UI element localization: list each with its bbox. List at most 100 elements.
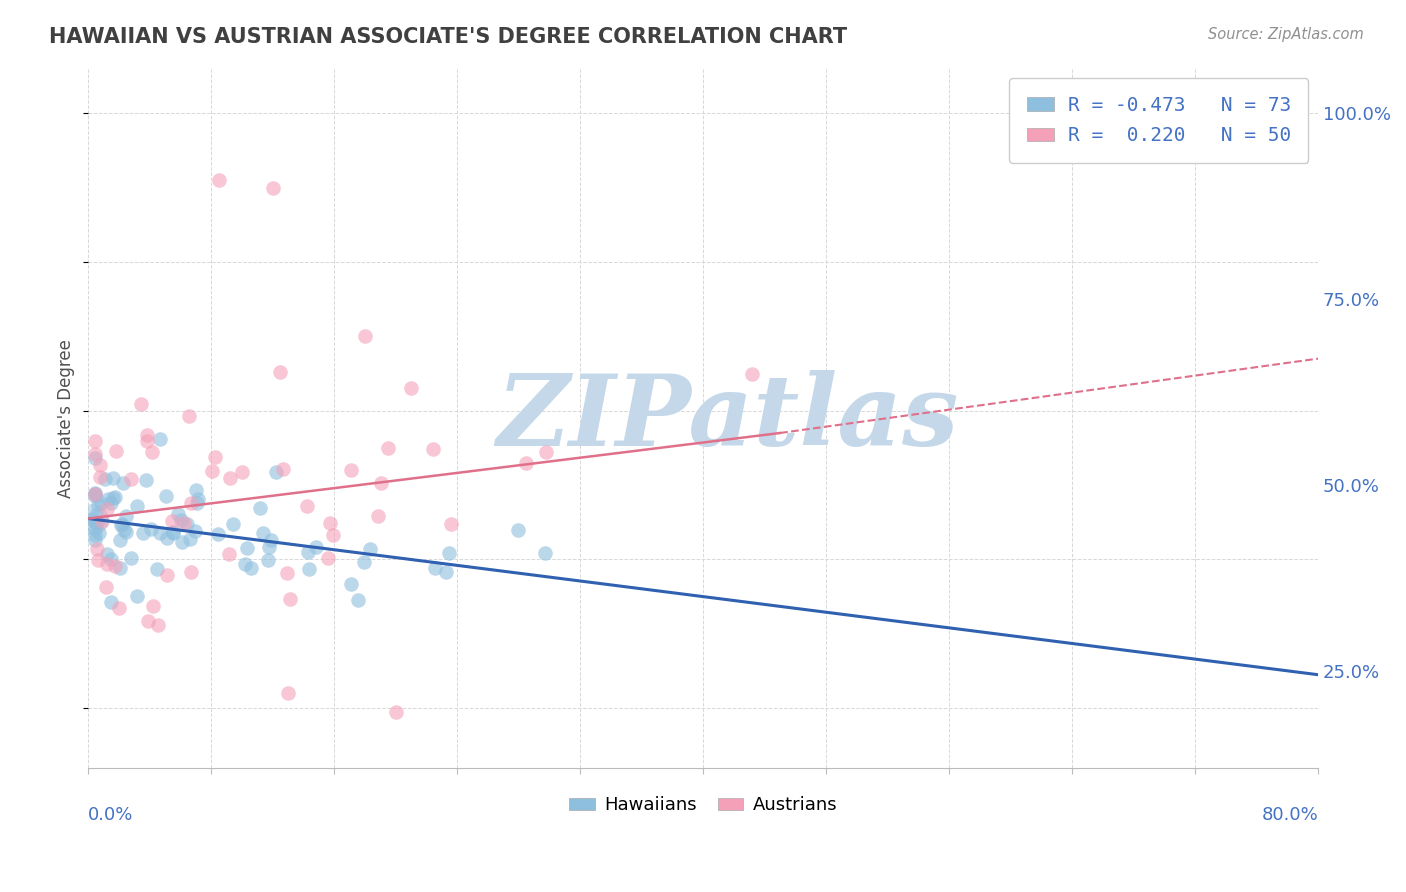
Point (278, 592, 301, 607)
Point (208, 173, 231, 187)
Point (156, 568, 179, 582)
Point (90, 515, 112, 529)
Point (111, 517, 134, 532)
Point (139, 522, 162, 536)
Point (367, 509, 389, 524)
Y-axis label: Associate's Degree: Associate's Degree (58, 339, 75, 498)
Point (125, 589, 148, 603)
Point (83, 489, 105, 503)
Point (297, 562, 319, 576)
Point (277, 686, 299, 700)
Point (180, 565, 202, 579)
Point (434, 566, 457, 580)
Point (111, 476, 134, 491)
Point (83, 447, 105, 461)
Text: 0.0%: 0.0% (89, 806, 134, 824)
Point (370, 476, 392, 491)
Point (83, 487, 105, 501)
Point (440, 517, 463, 532)
Point (136, 615, 159, 629)
Point (104, 490, 127, 504)
Point (177, 409, 200, 423)
Point (100, 552, 122, 566)
Point (233, 557, 256, 571)
Point (101, 491, 124, 506)
Point (534, 546, 557, 560)
Point (87, 553, 110, 567)
Point (141, 445, 163, 459)
Point (142, 599, 165, 613)
Point (276, 566, 298, 580)
Point (318, 551, 340, 566)
Point (264, 465, 287, 479)
Point (187, 491, 209, 506)
Point (120, 551, 142, 566)
Point (354, 329, 377, 343)
Text: Source: ZipAtlas.com: Source: ZipAtlas.com (1208, 27, 1364, 42)
Point (252, 525, 274, 540)
Point (236, 541, 259, 555)
Point (94, 472, 117, 486)
Text: HAWAIIAN VS AUSTRIAN ASSOCIATE'S DEGREE CORRELATION CHART: HAWAIIAN VS AUSTRIAN ASSOCIATE'S DEGREE … (49, 27, 848, 46)
Point (96, 502, 118, 516)
Text: ZIPatlas: ZIPatlas (496, 370, 959, 467)
Point (108, 600, 131, 615)
Point (82, 511, 104, 525)
Point (135, 473, 157, 487)
Point (359, 541, 381, 556)
Point (219, 471, 242, 485)
Point (132, 525, 155, 540)
Point (149, 526, 172, 541)
Point (339, 463, 361, 477)
Point (87, 498, 110, 512)
Point (100, 595, 122, 609)
Point (90, 496, 112, 510)
Point (167, 507, 190, 521)
Point (534, 445, 557, 459)
Point (100, 496, 122, 510)
Point (86, 542, 108, 557)
Point (176, 516, 198, 531)
Point (115, 524, 138, 539)
Point (83, 533, 105, 547)
Point (339, 576, 361, 591)
Point (249, 501, 271, 516)
Point (156, 531, 179, 545)
Point (295, 499, 318, 513)
Point (115, 509, 138, 524)
Point (231, 465, 253, 479)
Point (257, 541, 280, 555)
Point (82, 511, 104, 525)
Point (353, 555, 375, 569)
Point (149, 432, 172, 446)
Point (515, 456, 537, 470)
Point (170, 513, 193, 527)
Point (221, 516, 243, 531)
Point (184, 524, 207, 538)
Point (506, 523, 529, 537)
Point (399, 381, 422, 395)
Point (83, 487, 105, 501)
Point (322, 528, 344, 542)
Point (347, 593, 370, 607)
Point (170, 535, 193, 549)
Point (97, 492, 120, 507)
Point (83, 515, 105, 529)
Point (297, 545, 319, 559)
Point (87, 525, 110, 540)
Point (257, 553, 280, 567)
Point (83, 485, 105, 500)
Point (104, 559, 127, 574)
Point (173, 516, 195, 531)
Point (155, 489, 177, 503)
Point (437, 546, 460, 560)
Point (112, 523, 135, 537)
Legend: Hawaiians, Austrians: Hawaiians, Austrians (562, 789, 844, 822)
Point (162, 525, 184, 540)
Point (120, 472, 142, 486)
Point (89, 458, 111, 472)
Point (86, 516, 108, 531)
Point (96, 547, 118, 561)
Text: 80.0%: 80.0% (1261, 806, 1319, 824)
Point (108, 533, 131, 547)
